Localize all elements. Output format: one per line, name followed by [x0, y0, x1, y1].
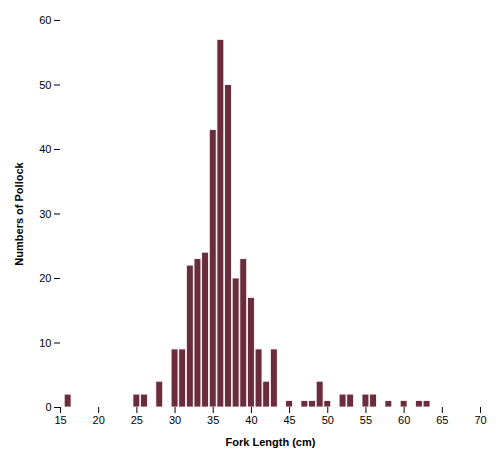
svg-text:10: 10	[39, 337, 51, 349]
svg-text:35: 35	[207, 414, 219, 426]
svg-text:30: 30	[169, 414, 181, 426]
svg-text:20: 20	[93, 414, 105, 426]
svg-text:Fork Length (cm): Fork Length (cm)	[226, 436, 316, 448]
svg-text:55: 55	[360, 414, 372, 426]
svg-text:25: 25	[131, 414, 143, 426]
svg-text:60: 60	[398, 414, 410, 426]
svg-text:50: 50	[39, 79, 51, 91]
svg-text:45: 45	[283, 414, 295, 426]
svg-text:20: 20	[39, 272, 51, 284]
svg-text:15: 15	[54, 414, 66, 426]
svg-text:40: 40	[39, 143, 51, 155]
svg-text:30: 30	[39, 208, 51, 220]
svg-text:0: 0	[45, 401, 51, 413]
svg-text:Numbers of Pollock: Numbers of Pollock	[13, 161, 25, 265]
svg-text:50: 50	[322, 414, 334, 426]
svg-text:70: 70	[474, 414, 486, 426]
svg-text:40: 40	[245, 414, 257, 426]
svg-text:60: 60	[39, 14, 51, 26]
svg-text:65: 65	[436, 414, 448, 426]
